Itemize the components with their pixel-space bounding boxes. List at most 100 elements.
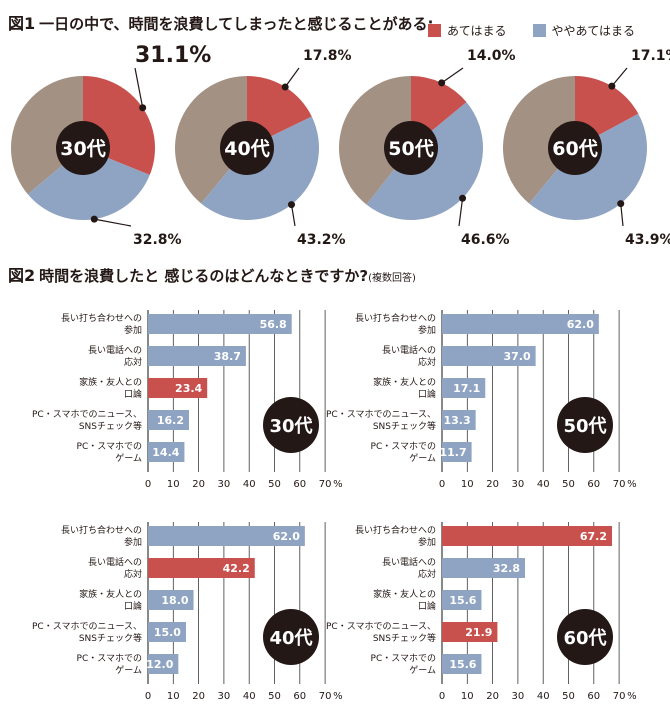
bar — [442, 442, 472, 462]
category-label-line2: 参加 — [124, 324, 142, 336]
x-tick-label: 50 — [562, 479, 575, 490]
x-tick-label: 40 — [243, 691, 256, 702]
bar-value-label: 14.4 — [152, 446, 179, 459]
x-tick-label: 30 — [512, 691, 525, 702]
age-badge — [263, 609, 319, 665]
bar — [442, 378, 486, 398]
donut-center — [56, 121, 110, 175]
category-label-line2: SNSチェック等 — [79, 420, 142, 432]
leader-line-yaya-atehamaru — [94, 218, 132, 227]
donut-center — [548, 121, 602, 175]
donut-60代: 60代 17.1% 43.9% — [503, 48, 670, 248]
bar — [148, 654, 179, 674]
x-tick-label: 20 — [192, 479, 205, 490]
leader-line-atehamaru — [441, 67, 464, 84]
leader-line-yaya-atehamaru — [290, 204, 296, 227]
legend-label-atehamaru: あてはまる — [447, 24, 507, 38]
x-tick-label: 50 — [268, 479, 281, 490]
leader-line-atehamaru — [284, 67, 300, 88]
category-label-line1: PC・スマホでの — [77, 653, 142, 664]
category-label-line2: 参加 — [418, 536, 436, 548]
x-tick-label: 30 — [512, 479, 525, 490]
figure2-label: 図2 — [8, 266, 36, 285]
value-label-yaya-atehamaru: 43.2% — [297, 232, 346, 248]
bar-value-label: 62.0 — [567, 318, 594, 331]
bar — [148, 526, 305, 546]
category-label-line2: 応対 — [418, 356, 436, 368]
x-tick-label: 60 — [587, 691, 600, 702]
slice-other — [175, 76, 247, 204]
leader-line-yaya-atehamaru — [458, 198, 464, 227]
bar — [148, 442, 185, 462]
category-label-line2: SNSチェック等 — [373, 632, 436, 644]
leader-dot-atehamaru — [438, 79, 446, 87]
x-tick-label: 0 — [439, 691, 445, 702]
bar-charts: 0 10 20 30 40 50 60 70 %56.8長い打ち合わせへの参加38.7長い電話へ… — [32, 310, 637, 702]
category-label-line1: 長い打ち合わせへの — [355, 524, 436, 536]
category-label-line1: 長い打ち合わせへの — [61, 312, 142, 324]
bar-value-label: 42.2 — [223, 562, 250, 575]
legend-swatch-red — [428, 24, 441, 37]
donut-30代: 30代 31.1% 32.8% — [10, 43, 211, 248]
bar — [148, 558, 255, 578]
bar-value-label: 17.1 — [453, 382, 480, 395]
bar — [442, 314, 599, 334]
bar — [148, 410, 189, 430]
bar-value-label: 37.0 — [503, 350, 530, 363]
age-badge-label: 40代 — [269, 628, 312, 649]
value-label-yaya-atehamaru: 46.6% — [461, 232, 510, 248]
x-tick-label: 20 — [486, 691, 499, 702]
leader-line-atehamaru — [611, 67, 628, 87]
x-tick-label: 10 — [461, 479, 474, 490]
donut-center-label: 30代 — [60, 138, 105, 160]
leader-dot-atehamaru — [281, 83, 289, 91]
category-label-line2: 口論 — [418, 388, 436, 400]
bar-value-label: 62.0 — [273, 530, 300, 543]
leader-dot-yaya-atehamaru — [617, 200, 625, 208]
x-unit-label: % — [627, 479, 637, 490]
legend: あてはまる ややあてはまる — [428, 22, 635, 39]
bar — [442, 590, 482, 610]
category-label-line1: 家族・友人との — [373, 588, 436, 600]
donut-center-label: 50代 — [388, 138, 433, 160]
slice-other — [503, 76, 575, 204]
x-unit-label: % — [333, 691, 343, 702]
age-badge — [263, 397, 319, 453]
bar — [442, 622, 498, 642]
category-label-line2: 参加 — [418, 324, 436, 336]
category-label-line2: ゲーム — [409, 452, 436, 464]
x-tick-label: 20 — [192, 691, 205, 702]
x-tick-label: 50 — [562, 691, 575, 702]
x-unit-label: % — [333, 479, 343, 490]
donut-40代: 40代 17.8% 43.2% — [175, 48, 352, 248]
category-label-line2: ゲーム — [409, 664, 436, 676]
x-tick-label: 70 — [613, 691, 626, 702]
category-label-line2: ゲーム — [115, 664, 142, 676]
bar — [442, 558, 525, 578]
x-tick-label: 30 — [218, 691, 231, 702]
bar — [148, 590, 194, 610]
category-label-line1: 家族・友人との — [79, 376, 142, 388]
x-tick-label: 40 — [537, 479, 550, 490]
donut-center-label: 40代 — [224, 138, 269, 160]
value-label-yaya-atehamaru: 32.8% — [133, 232, 182, 248]
bar-value-label: 67.2 — [580, 530, 607, 543]
leader-line-atehamaru — [134, 67, 144, 108]
figure2-note: (複数回答) — [368, 273, 416, 284]
bar — [148, 378, 208, 398]
bar — [148, 622, 186, 642]
x-tick-label: 70 — [613, 479, 626, 490]
figure2-title-text: 時間を浪費したと 感じるのはどんなときですか? — [39, 267, 369, 285]
bar — [148, 314, 292, 334]
category-label-line1: PC・スマホでの — [77, 441, 142, 452]
bar-value-label: 12.0 — [146, 658, 173, 671]
bar-value-label: 38.7 — [214, 350, 241, 363]
slice-other — [339, 76, 411, 205]
category-label-line2: 応対 — [418, 568, 436, 580]
value-label-yaya-atehamaru: 43.9% — [625, 232, 670, 248]
category-label-line1: PC・スマホでのニュース、 — [326, 409, 436, 420]
category-label-line2: ゲーム — [115, 452, 142, 464]
value-label-atehamaru: 17.8% — [303, 48, 352, 64]
category-label-line2: 口論 — [124, 600, 142, 612]
